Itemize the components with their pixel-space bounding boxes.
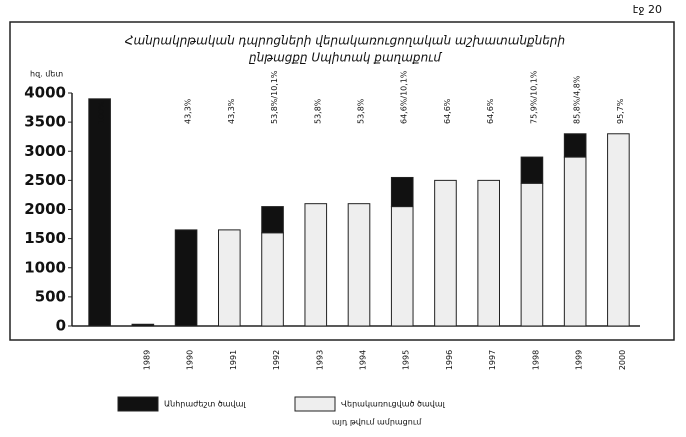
- annotation: 75,9%/10,1%: [529, 70, 538, 124]
- bar-segment: [131, 323, 155, 327]
- bar-segment: [390, 206, 414, 327]
- y-axis-label: հզ. մետ: [30, 70, 63, 79]
- bar-segment: [88, 98, 111, 327]
- bar-segment: [563, 156, 587, 327]
- bar-segment: [347, 203, 371, 327]
- bar-segment: [477, 179, 500, 327]
- x-tick-label: 1990: [186, 350, 195, 370]
- x-tick-label: 2000: [618, 350, 627, 370]
- bar-segment: [174, 229, 198, 327]
- annotation: 64,6%/10,1%: [400, 70, 409, 124]
- annotation: 64,6%: [486, 98, 495, 124]
- annotation: 64,6%: [443, 98, 452, 124]
- chart-frame: [9, 21, 675, 341]
- page-label: էջ 20: [633, 3, 662, 16]
- bar-segment: [390, 176, 414, 208]
- legend-swatch: [294, 396, 336, 412]
- x-tick-label: 1999: [575, 350, 584, 370]
- y-tick-label: 2000: [24, 200, 66, 218]
- annotation: 95,7%: [616, 98, 625, 124]
- annotation: 43,3%: [184, 98, 193, 124]
- bar-segment: [520, 156, 544, 184]
- x-tick-label: 1991: [229, 350, 238, 370]
- annotation: 53,8%: [313, 98, 322, 124]
- y-tick-label: 1500: [24, 229, 66, 247]
- x-tick-label: 1992: [272, 350, 281, 370]
- annotation: 53,8%/10,1%: [270, 70, 279, 124]
- bar-segment: [563, 133, 587, 158]
- y-tick-label: 1000: [24, 258, 66, 276]
- x-tick-label: 1995: [402, 350, 411, 370]
- x-tick-label: 1996: [445, 350, 454, 370]
- bar-segment: [434, 179, 457, 327]
- bar-segment: [304, 203, 328, 327]
- y-tick-label: 500: [35, 287, 66, 305]
- chart-subtitle: ընթացքը Սպիտակ քաղաքում: [248, 51, 442, 65]
- legend-label: Վերակառուցված ծավալ: [341, 400, 446, 409]
- legend-label: Անհրաժեշտ ծավալ: [164, 400, 246, 409]
- y-tick-label: 3500: [24, 113, 66, 131]
- y-tick-label: 4000: [24, 84, 66, 102]
- annotation: 85,8%/4,8%: [573, 75, 582, 124]
- annotation: 100%: [97, 101, 106, 124]
- bar-segment: [607, 133, 630, 327]
- y-tick-label: 0: [56, 317, 66, 335]
- annotation: 43,3%: [227, 98, 236, 124]
- bar-segment: [261, 232, 284, 327]
- x-tick-label: 1989: [142, 350, 151, 370]
- legend-note: այդ թվում ամրացում: [332, 418, 422, 427]
- bar-segment: [261, 206, 284, 234]
- legend-swatch: [117, 396, 159, 412]
- y-tick-label: 2500: [24, 171, 66, 189]
- annotation: 53,8%: [357, 98, 366, 124]
- bar-segment: [218, 229, 241, 327]
- x-tick-label: 1997: [488, 350, 497, 370]
- chart-title: Հանրակրթական դպրոցների վերակառուցողական …: [125, 34, 565, 48]
- y-tick-label: 3000: [24, 142, 66, 160]
- x-tick-label: 1998: [531, 350, 540, 370]
- bar-segment: [520, 182, 544, 327]
- x-tick-label: 1994: [359, 350, 368, 370]
- x-tick-label: 1993: [315, 350, 324, 370]
